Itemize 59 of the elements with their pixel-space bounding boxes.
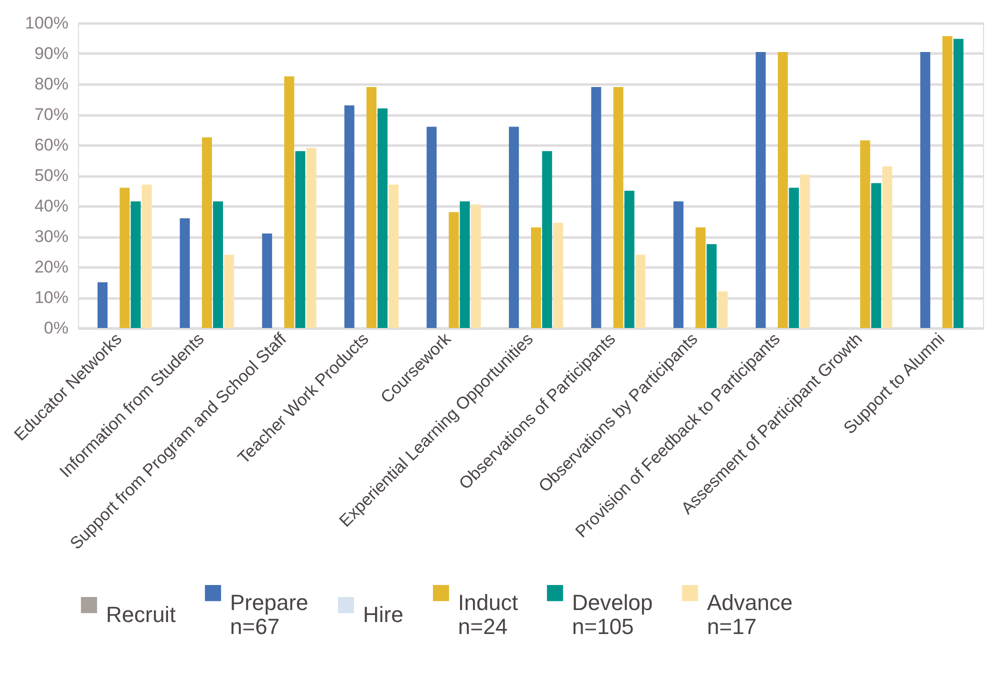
bar: [202, 137, 212, 328]
bar: [613, 87, 624, 328]
bar: [448, 212, 459, 328]
legend-label: Advance n=17: [707, 590, 793, 639]
bar: [800, 174, 810, 328]
legend-label: Prepare n=67: [230, 590, 308, 639]
y-tick-label: 0%: [44, 318, 68, 338]
y-tick-label: 10%: [34, 288, 68, 307]
bar: [470, 204, 481, 328]
bar: [542, 151, 552, 328]
bar: [98, 282, 108, 328]
bar: [120, 188, 130, 328]
y-tick-label: 50%: [34, 166, 68, 185]
bar: [284, 76, 294, 328]
bar: [306, 148, 316, 328]
bar: [460, 201, 470, 328]
bar: [531, 227, 542, 328]
bar: [130, 201, 141, 328]
legend-label: Recruit: [106, 602, 176, 627]
y-tick-label: 70%: [34, 105, 68, 124]
bar: [706, 244, 717, 328]
bar: [920, 52, 930, 328]
bar: [624, 190, 634, 328]
y-tick-label: 90%: [34, 44, 68, 63]
y-tick-label: 40%: [34, 196, 68, 216]
bar: [871, 183, 882, 328]
bar: [953, 38, 964, 328]
bar: [426, 126, 437, 328]
bar: [366, 87, 376, 328]
legend-label: Induct n=24: [458, 590, 518, 639]
y-tick-label: 100%: [25, 14, 68, 32]
bar: [378, 108, 388, 328]
bar: [553, 222, 564, 328]
y-tick-label: 60%: [34, 136, 68, 154]
bar: [388, 184, 399, 328]
bar: [262, 233, 272, 328]
bar: [778, 52, 788, 328]
bar: [860, 140, 870, 328]
bar: [673, 201, 684, 328]
bar: [942, 36, 952, 328]
bar: [180, 218, 190, 328]
bar: [696, 227, 706, 328]
bar: [718, 291, 728, 328]
bar: [224, 254, 234, 328]
bar: [882, 166, 892, 328]
y-tick-label: 80%: [34, 74, 68, 94]
y-tick-label: 20%: [34, 258, 68, 276]
bar: [142, 184, 152, 328]
bar: [344, 105, 354, 328]
y-tick-label: 30%: [34, 227, 68, 246]
bar: [788, 188, 799, 328]
bar: [635, 254, 646, 328]
bar: [213, 201, 223, 328]
bar: [508, 126, 519, 328]
bar: [295, 151, 306, 328]
legend-label: Hire: [363, 602, 404, 627]
bar: [756, 52, 766, 328]
legend-label: Develop n=105: [572, 590, 653, 639]
bar: [591, 87, 602, 328]
